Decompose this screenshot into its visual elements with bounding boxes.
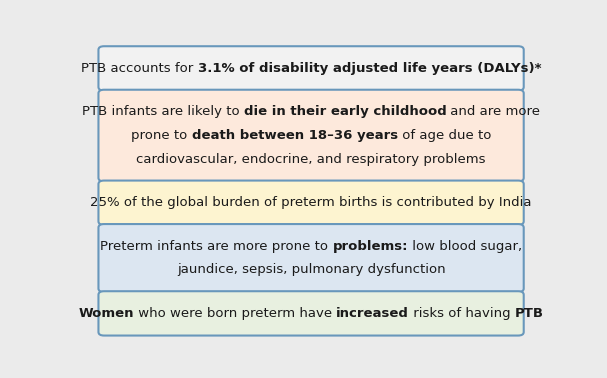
Text: who were born preterm have: who were born preterm have	[134, 307, 336, 320]
Text: jaundice, sepsis, pulmonary dysfunction: jaundice, sepsis, pulmonary dysfunction	[177, 263, 446, 276]
Text: PTB infants are likely to: PTB infants are likely to	[82, 105, 243, 118]
Text: increased: increased	[336, 307, 409, 320]
Text: Preterm infants are more prone to: Preterm infants are more prone to	[100, 240, 333, 253]
FancyBboxPatch shape	[98, 181, 524, 225]
FancyBboxPatch shape	[98, 224, 524, 292]
Text: death between 18–36 years: death between 18–36 years	[192, 129, 398, 142]
Text: and are more: and are more	[446, 105, 540, 118]
Text: prone to: prone to	[131, 129, 192, 142]
Text: 25% of the global burden of preterm births is contributed by India: 25% of the global burden of preterm birt…	[90, 196, 532, 209]
Text: PTB: PTB	[515, 307, 544, 320]
FancyBboxPatch shape	[98, 46, 524, 91]
FancyBboxPatch shape	[98, 90, 524, 181]
Text: cardiovascular, endocrine, and respiratory problems: cardiovascular, endocrine, and respirato…	[137, 153, 486, 166]
Text: low blood sugar,: low blood sugar,	[408, 240, 522, 253]
Text: PTB accounts for: PTB accounts for	[81, 62, 198, 75]
Text: 3.1% of: 3.1% of	[198, 62, 259, 75]
Text: disability adjusted life years (DALYs)*: disability adjusted life years (DALYs)*	[259, 62, 541, 75]
Text: risks of having: risks of having	[409, 307, 515, 320]
Text: die in their early childhood: die in their early childhood	[243, 105, 446, 118]
Text: problems:: problems:	[333, 240, 408, 253]
Text: of age due to: of age due to	[398, 129, 491, 142]
FancyBboxPatch shape	[98, 291, 524, 336]
Text: Women: Women	[78, 307, 134, 320]
